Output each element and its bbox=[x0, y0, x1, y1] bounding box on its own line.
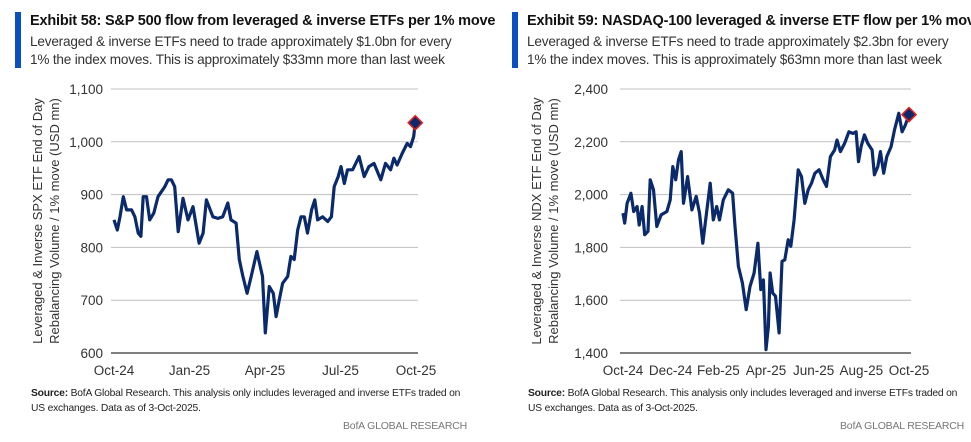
y-tick-label: 1,600 bbox=[574, 293, 608, 308]
series-line bbox=[621, 111, 911, 352]
exhibit-subtitle: Leveraged & inverse ETFs need to trade a… bbox=[30, 34, 452, 67]
exhibit-title: Exhibit 58: S&P 500 flow from leveraged … bbox=[30, 13, 496, 29]
accent-bar bbox=[15, 12, 21, 68]
x-tick-label: Jul-25 bbox=[322, 363, 359, 378]
y-tick-label: 1,000 bbox=[69, 135, 103, 150]
brand-footer: BofA GLOBAL RESEARCH bbox=[343, 420, 467, 432]
last-point-diamond-marker bbox=[900, 106, 918, 123]
source-label: Source: bbox=[31, 388, 68, 399]
y-tick-label: 1,100 bbox=[69, 82, 103, 97]
source-label: Source: bbox=[528, 388, 565, 399]
x-tick-label: Oct-24 bbox=[94, 363, 135, 378]
last-point-diamond-marker bbox=[407, 114, 424, 131]
y-tick-label: 1,800 bbox=[574, 240, 608, 255]
y-axis-title: Rebalancing Volume / 1% move (USD mn) bbox=[47, 98, 62, 344]
y-tick-label: 600 bbox=[80, 346, 103, 361]
x-tick-label: Dec-24 bbox=[649, 363, 693, 378]
spx-flow-chart: 600 700 800 900 1,000 1,100 Oct-24 Jan-25 Apr-25… bbox=[30, 82, 437, 378]
y-tick-label: 900 bbox=[80, 188, 103, 203]
y-tick-label: 2,200 bbox=[574, 135, 608, 150]
y-tick-label: 800 bbox=[80, 240, 103, 255]
x-tick-label: Aug-25 bbox=[840, 363, 884, 378]
x-tick-label: Jun-25 bbox=[793, 363, 834, 378]
exhibit-title: Exhibit 59: NASDAQ-100 leveraged & inver… bbox=[527, 13, 971, 29]
series-line bbox=[112, 122, 417, 335]
y-tick-label: 2,400 bbox=[574, 82, 608, 97]
x-tick-label: Oct-25 bbox=[889, 363, 930, 378]
x-tick-label: Jan-25 bbox=[169, 363, 210, 378]
ndx-flow-chart: 1,400 1,600 1,800 2,000 2,200 2,400 Oct-24 Dec-… bbox=[529, 82, 930, 378]
exhibit-59-panel: Exhibit 59: NASDAQ-100 leveraged & inver… bbox=[497, 0, 971, 442]
source-text: BofA Global Research. This analysis only… bbox=[528, 388, 958, 414]
x-tick-label: Apr-25 bbox=[245, 363, 286, 378]
y-tick-label: 2,000 bbox=[574, 188, 608, 203]
x-tick-label: Feb-25 bbox=[697, 363, 740, 378]
source-note: Source: BofA Global Research. This analy… bbox=[31, 386, 471, 416]
x-tick-label: Apr-25 bbox=[746, 363, 787, 378]
y-axis-title: Leveraged & Inverse NDX ETF End of Day bbox=[529, 97, 544, 345]
source-text: BofA Global Research. This analysis only… bbox=[31, 388, 461, 414]
y-axis-title: Rebalancing Volume / 1% move (USD mn) bbox=[546, 98, 561, 344]
y-tick-label: 700 bbox=[80, 293, 103, 308]
exhibit-subtitle: Leveraged & inverse ETFs need to trade a… bbox=[527, 34, 949, 67]
y-tick-label: 1,400 bbox=[574, 346, 608, 361]
y-axis-title: Leveraged & Inverse SPX ETF End of Day bbox=[30, 98, 45, 344]
x-tick-label: Oct-25 bbox=[396, 363, 437, 378]
brand-footer: BofA GLOBAL RESEARCH bbox=[840, 420, 964, 432]
accent-bar bbox=[512, 12, 518, 68]
exhibit-58-panel: Exhibit 58: S&P 500 flow from leveraged … bbox=[0, 0, 495, 442]
x-tick-label: Oct-24 bbox=[603, 363, 644, 378]
source-note: Source: BofA Global Research. This analy… bbox=[528, 386, 968, 416]
